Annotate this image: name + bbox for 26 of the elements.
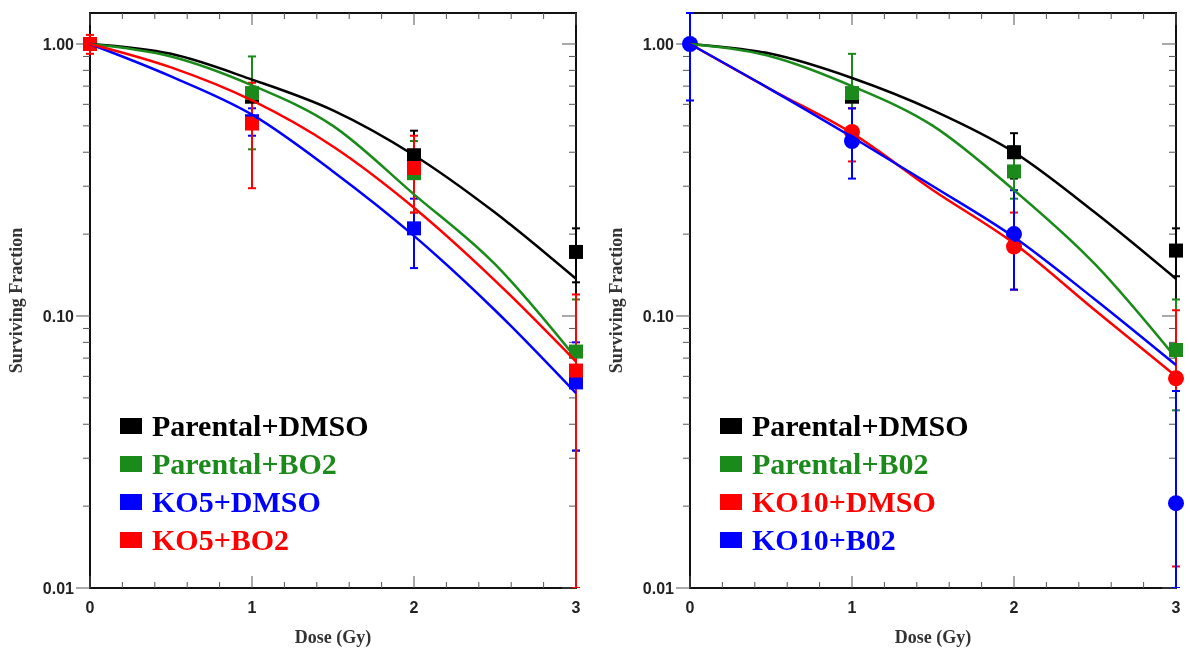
y-tick-label: 0.01	[42, 580, 75, 597]
legend-label: Parental+BO2	[152, 447, 337, 480]
y-axis-title: Surviving Fraction	[606, 227, 626, 374]
y-tick-label: 1.00	[642, 35, 675, 53]
x-tick-label: 3	[571, 599, 581, 616]
y-tick-label: 0.10	[642, 308, 675, 325]
legend-label: KO10+DMSO	[752, 485, 936, 518]
legend-label: Parental+DMSO	[152, 409, 369, 442]
x-axis-title: Dose (Gy)	[894, 627, 972, 648]
y-axis-title: Surviving Fraction	[6, 227, 26, 374]
legend-label: KO5+BO2	[152, 523, 290, 556]
x-axis-title: Dose (Gy)	[294, 627, 372, 648]
x-tick-label: 2	[1009, 599, 1019, 616]
legend-label: Parental+DMSO	[752, 409, 969, 442]
legend-label: Parental+B02	[752, 447, 929, 480]
x-tick-label: 3	[1171, 599, 1181, 616]
legend-label: KO5+DMSO	[152, 485, 321, 518]
x-tick-label: 1	[247, 599, 257, 616]
x-tick-label: 0	[685, 599, 695, 616]
y-tick-label: 1.00	[42, 35, 75, 53]
y-tick-label: 0.01	[642, 580, 675, 597]
y-tick-label: 0.10	[42, 308, 75, 325]
x-tick-label: 2	[409, 599, 419, 616]
legend-label: KO10+B02	[752, 523, 896, 556]
x-tick-label: 0	[85, 599, 95, 616]
x-tick-label: 1	[847, 599, 857, 616]
